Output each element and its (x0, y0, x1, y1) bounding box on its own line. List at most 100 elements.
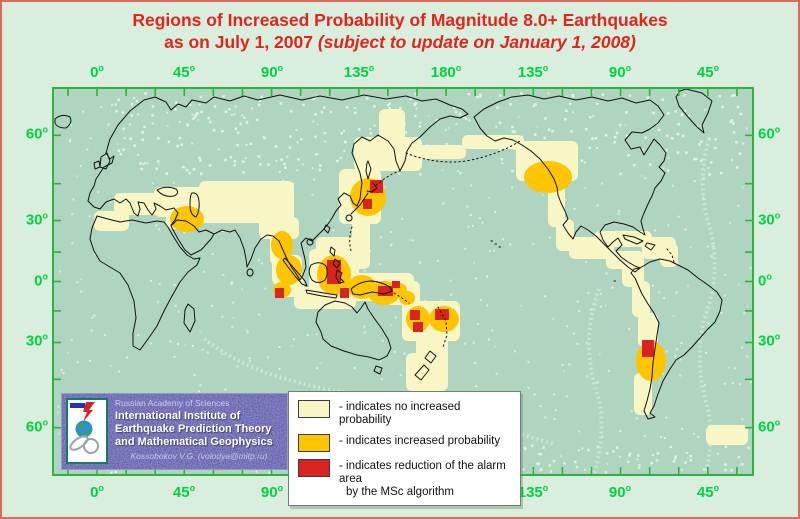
speckle (731, 159, 734, 161)
speckle (494, 345, 497, 348)
speckle (199, 95, 203, 99)
speckle (685, 151, 688, 154)
speckle (209, 120, 212, 124)
speckle (157, 137, 160, 140)
speckle (340, 132, 343, 135)
speckle (232, 301, 235, 304)
speckle (565, 395, 568, 398)
speckle (498, 121, 502, 125)
speckle (390, 243, 393, 246)
speckle (199, 330, 202, 333)
lon-label-top-90: 90o (608, 63, 632, 82)
speckle (658, 291, 661, 294)
speckle (157, 163, 160, 166)
speckle (615, 131, 619, 135)
speckle (450, 293, 452, 296)
speckle (139, 162, 142, 165)
speckle (467, 225, 470, 228)
speckle (297, 158, 300, 161)
speckle (464, 342, 467, 345)
orbit-ring-icon (69, 435, 89, 451)
speckle (674, 110, 678, 113)
speckle (318, 168, 321, 172)
world-map (54, 89, 752, 474)
speckle (181, 165, 185, 169)
speckle (499, 94, 502, 97)
speckle (174, 304, 177, 307)
speckle (143, 125, 146, 129)
coast-kuril-arc (375, 170, 400, 186)
speckle (357, 311, 360, 314)
speckle (665, 416, 668, 419)
speckle (522, 468, 525, 471)
speckle (705, 352, 708, 354)
speckle (672, 314, 675, 317)
speckle (671, 137, 674, 140)
speckle (486, 275, 488, 278)
speckle (76, 175, 79, 178)
speckle (476, 95, 479, 99)
speckle (140, 167, 143, 171)
speckle (724, 445, 728, 448)
speckle (473, 261, 476, 264)
region-msc-reduction (275, 288, 284, 298)
speckle (737, 456, 741, 459)
speckle (509, 96, 512, 100)
speckle (233, 113, 236, 116)
speckle (236, 131, 240, 134)
speckle (596, 204, 599, 207)
speckle (680, 113, 684, 117)
speckle (155, 224, 158, 227)
speckle (470, 184, 473, 187)
speckle (413, 103, 416, 106)
speckle (520, 92, 523, 95)
speckle (274, 145, 278, 148)
speckle (403, 352, 406, 355)
speckle (228, 107, 231, 111)
speckle (366, 97, 369, 100)
coast-tasmania (373, 365, 383, 375)
speckle (245, 121, 249, 124)
speckle (452, 187, 455, 190)
speckle (183, 166, 186, 169)
speckle (249, 360, 252, 363)
speckle (596, 381, 599, 384)
coast-black-sea (156, 186, 179, 197)
speckle (70, 339, 73, 342)
speckle (302, 103, 305, 107)
speckle (676, 132, 680, 136)
speckle (724, 468, 727, 472)
speckle (211, 253, 214, 256)
speckle (242, 171, 245, 174)
speckle (221, 353, 224, 355)
speckle (312, 120, 315, 123)
speckle (587, 448, 590, 452)
region-msc-reduction (413, 322, 423, 332)
speckle (192, 168, 196, 171)
speckle (710, 255, 713, 258)
speckle (394, 316, 397, 319)
lat-label-right-2: 0o (758, 271, 772, 290)
speckle (91, 316, 94, 319)
speckle (221, 130, 224, 133)
speckle (544, 416, 547, 419)
speckle (642, 148, 645, 151)
speckle (604, 134, 608, 137)
region-msc-reduction (370, 180, 383, 193)
speckle (663, 296, 666, 299)
speckle (548, 236, 551, 239)
speckle (401, 217, 404, 220)
speckle (554, 409, 557, 412)
speckle (86, 148, 89, 151)
speckle (415, 107, 418, 110)
speckle (198, 156, 201, 160)
speckle (738, 283, 740, 286)
speckle (315, 367, 318, 370)
region-no-increased-probability (706, 425, 748, 445)
speckle (150, 279, 152, 282)
speckle (71, 242, 74, 245)
speckle (660, 436, 662, 439)
speckle (246, 331, 249, 334)
speckle (231, 281, 233, 284)
speckle (665, 350, 668, 353)
